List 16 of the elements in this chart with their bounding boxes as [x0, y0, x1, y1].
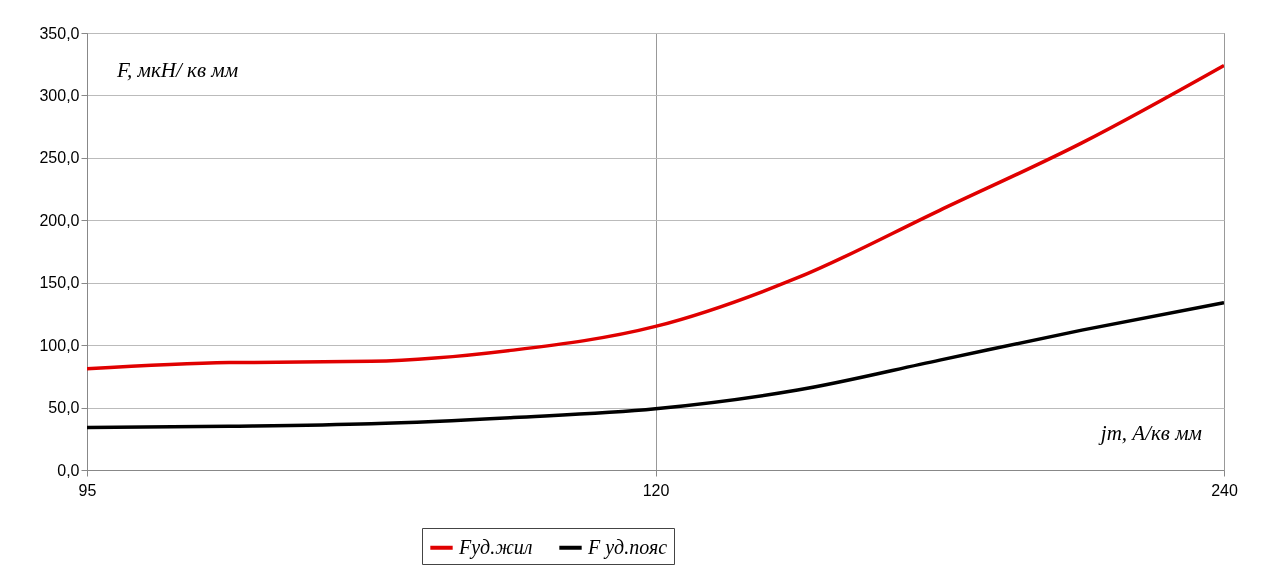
- y-tick-label: 50,0: [48, 399, 80, 417]
- y-tick-label: 250,0: [39, 149, 80, 167]
- y-tick-label: 350,0: [39, 24, 80, 42]
- x-tick-label: 240: [1211, 481, 1238, 499]
- legend-label: Fуд.жил: [458, 535, 533, 559]
- y-tick-label: 0,0: [57, 461, 80, 479]
- y-tick-label: 300,0: [39, 86, 80, 104]
- line-series: [87, 63, 1224, 371]
- y-tick-label: 200,0: [39, 211, 80, 229]
- x-tick-label: 120: [642, 481, 670, 499]
- legend-label: F уд.пояс: [587, 535, 668, 559]
- x-tick-label: 95: [78, 481, 97, 499]
- y-axis-title: F, мкН/ кв мм: [116, 58, 239, 82]
- y-tick-label: 150,0: [39, 274, 80, 292]
- x-axis-title: jm, А/кв мм: [1097, 421, 1202, 445]
- y-tick-label: 100,0: [39, 336, 80, 354]
